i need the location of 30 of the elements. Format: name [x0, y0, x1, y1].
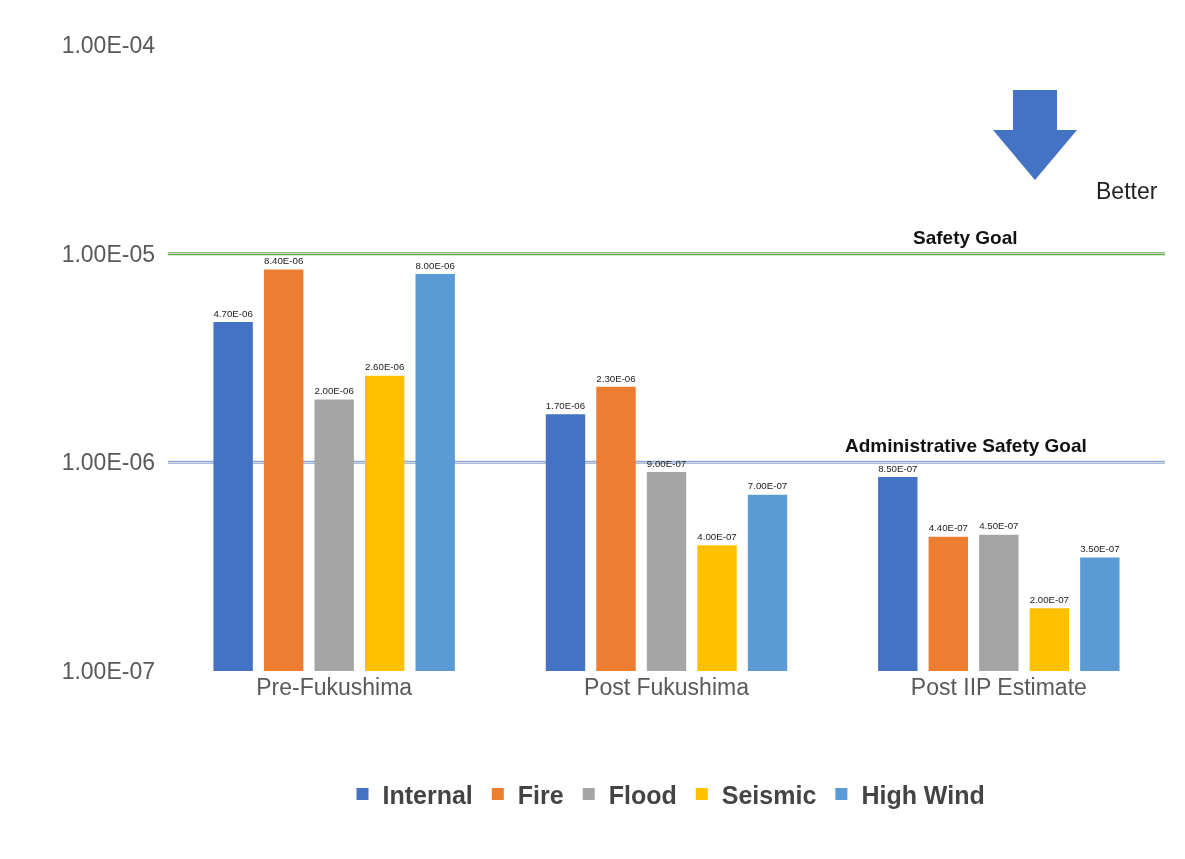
ref-line-label: Administrative Safety Goal [845, 435, 1087, 456]
x-tick-label: Post Fukushima [584, 674, 750, 700]
ref-line-label: Safety Goal [913, 227, 1018, 248]
data-label: 4.50E-07 [979, 520, 1019, 532]
y-tick-label: 1.00E-06 [61, 449, 155, 476]
data-label: 7.00E-07 [747, 480, 788, 492]
data-label: 8.50E-07 [878, 462, 918, 474]
annotation: Better [1096, 178, 1158, 204]
data-label: 2.30E-06 [596, 372, 636, 384]
legend-label: Flood [608, 780, 677, 809]
data-label: 4.70E-06 [213, 307, 253, 319]
legend-label: High Wind [861, 780, 985, 809]
data-label: 1.70E-06 [545, 400, 586, 412]
data-label: 3.50E-07 [1080, 543, 1120, 555]
x-tick-label: Pre-Fukushima [256, 674, 413, 700]
data-label: 2.00E-06 [314, 385, 354, 397]
y-tick-label: 1.00E-04 [61, 32, 156, 59]
legend-label: Internal [382, 780, 473, 809]
data-label: 8.40E-06 [263, 255, 304, 267]
x-tick-label: Post IIP Estimate [910, 674, 1087, 700]
data-label: 8.00E-06 [415, 259, 455, 271]
legend-label: Seismic [721, 780, 817, 809]
data-label: 9.00E-07 [646, 457, 687, 469]
data-label: 2.60E-06 [365, 361, 405, 373]
data-label: 4.00E-07 [697, 531, 737, 543]
data-label: 4.40E-07 [928, 522, 968, 534]
data-label: 2.00E-07 [1029, 593, 1070, 605]
y-tick-label: 1.00E-05 [61, 240, 155, 267]
y-tick-label: 1.00E-07 [61, 658, 155, 685]
legend-label: Fire [517, 780, 564, 809]
